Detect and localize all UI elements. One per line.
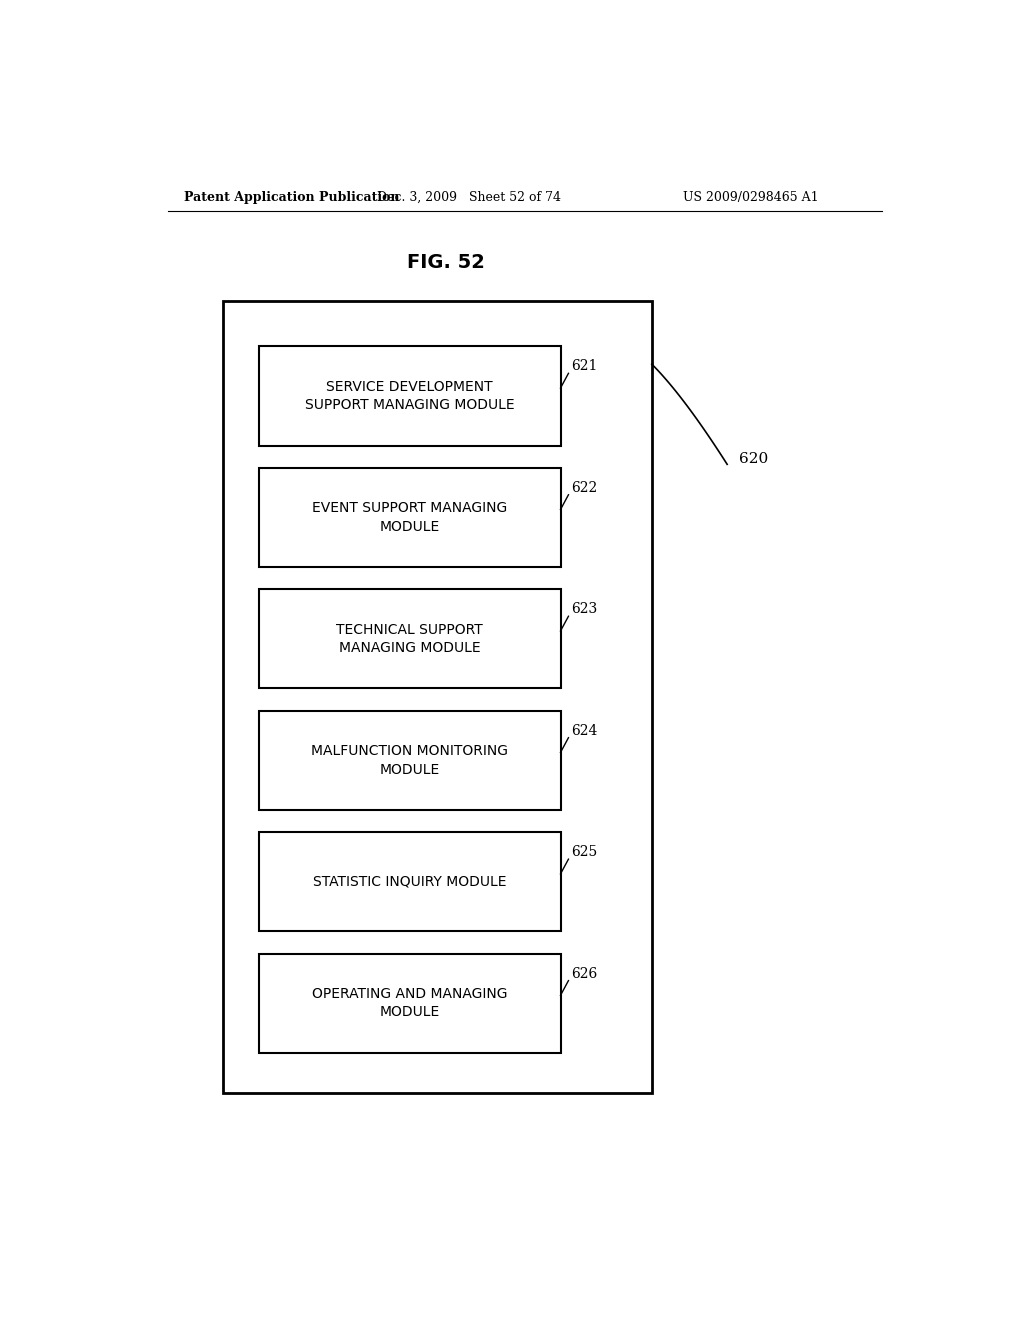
Text: STATISTIC INQUIRY MODULE: STATISTIC INQUIRY MODULE xyxy=(313,875,507,888)
Text: 625: 625 xyxy=(570,845,597,859)
Text: MALFUNCTION MONITORING
MODULE: MALFUNCTION MONITORING MODULE xyxy=(311,744,508,776)
Text: 620: 620 xyxy=(739,453,768,466)
Text: 626: 626 xyxy=(570,966,597,981)
Text: OPERATING AND MANAGING
MODULE: OPERATING AND MANAGING MODULE xyxy=(312,987,508,1019)
Bar xyxy=(223,301,652,1093)
Text: 622: 622 xyxy=(570,480,597,495)
Bar xyxy=(259,467,560,568)
Text: 623: 623 xyxy=(570,602,597,616)
Text: 624: 624 xyxy=(570,723,597,738)
Text: SERVICE DEVELOPMENT
SUPPORT MANAGING MODULE: SERVICE DEVELOPMENT SUPPORT MANAGING MOD… xyxy=(305,380,514,412)
Text: US 2009/0298465 A1: US 2009/0298465 A1 xyxy=(683,190,818,203)
Text: FIG. 52: FIG. 52 xyxy=(407,252,484,272)
Bar xyxy=(259,833,560,932)
Text: EVENT SUPPORT MANAGING
MODULE: EVENT SUPPORT MANAGING MODULE xyxy=(312,502,507,533)
Text: TECHNICAL SUPPORT
MANAGING MODULE: TECHNICAL SUPPORT MANAGING MODULE xyxy=(336,623,483,655)
Bar xyxy=(259,954,560,1053)
Text: Dec. 3, 2009   Sheet 52 of 74: Dec. 3, 2009 Sheet 52 of 74 xyxy=(377,190,561,203)
Bar xyxy=(259,346,560,446)
Text: Patent Application Publication: Patent Application Publication xyxy=(183,190,399,203)
Bar xyxy=(259,710,560,810)
Text: 621: 621 xyxy=(570,359,597,374)
Bar xyxy=(259,589,560,689)
